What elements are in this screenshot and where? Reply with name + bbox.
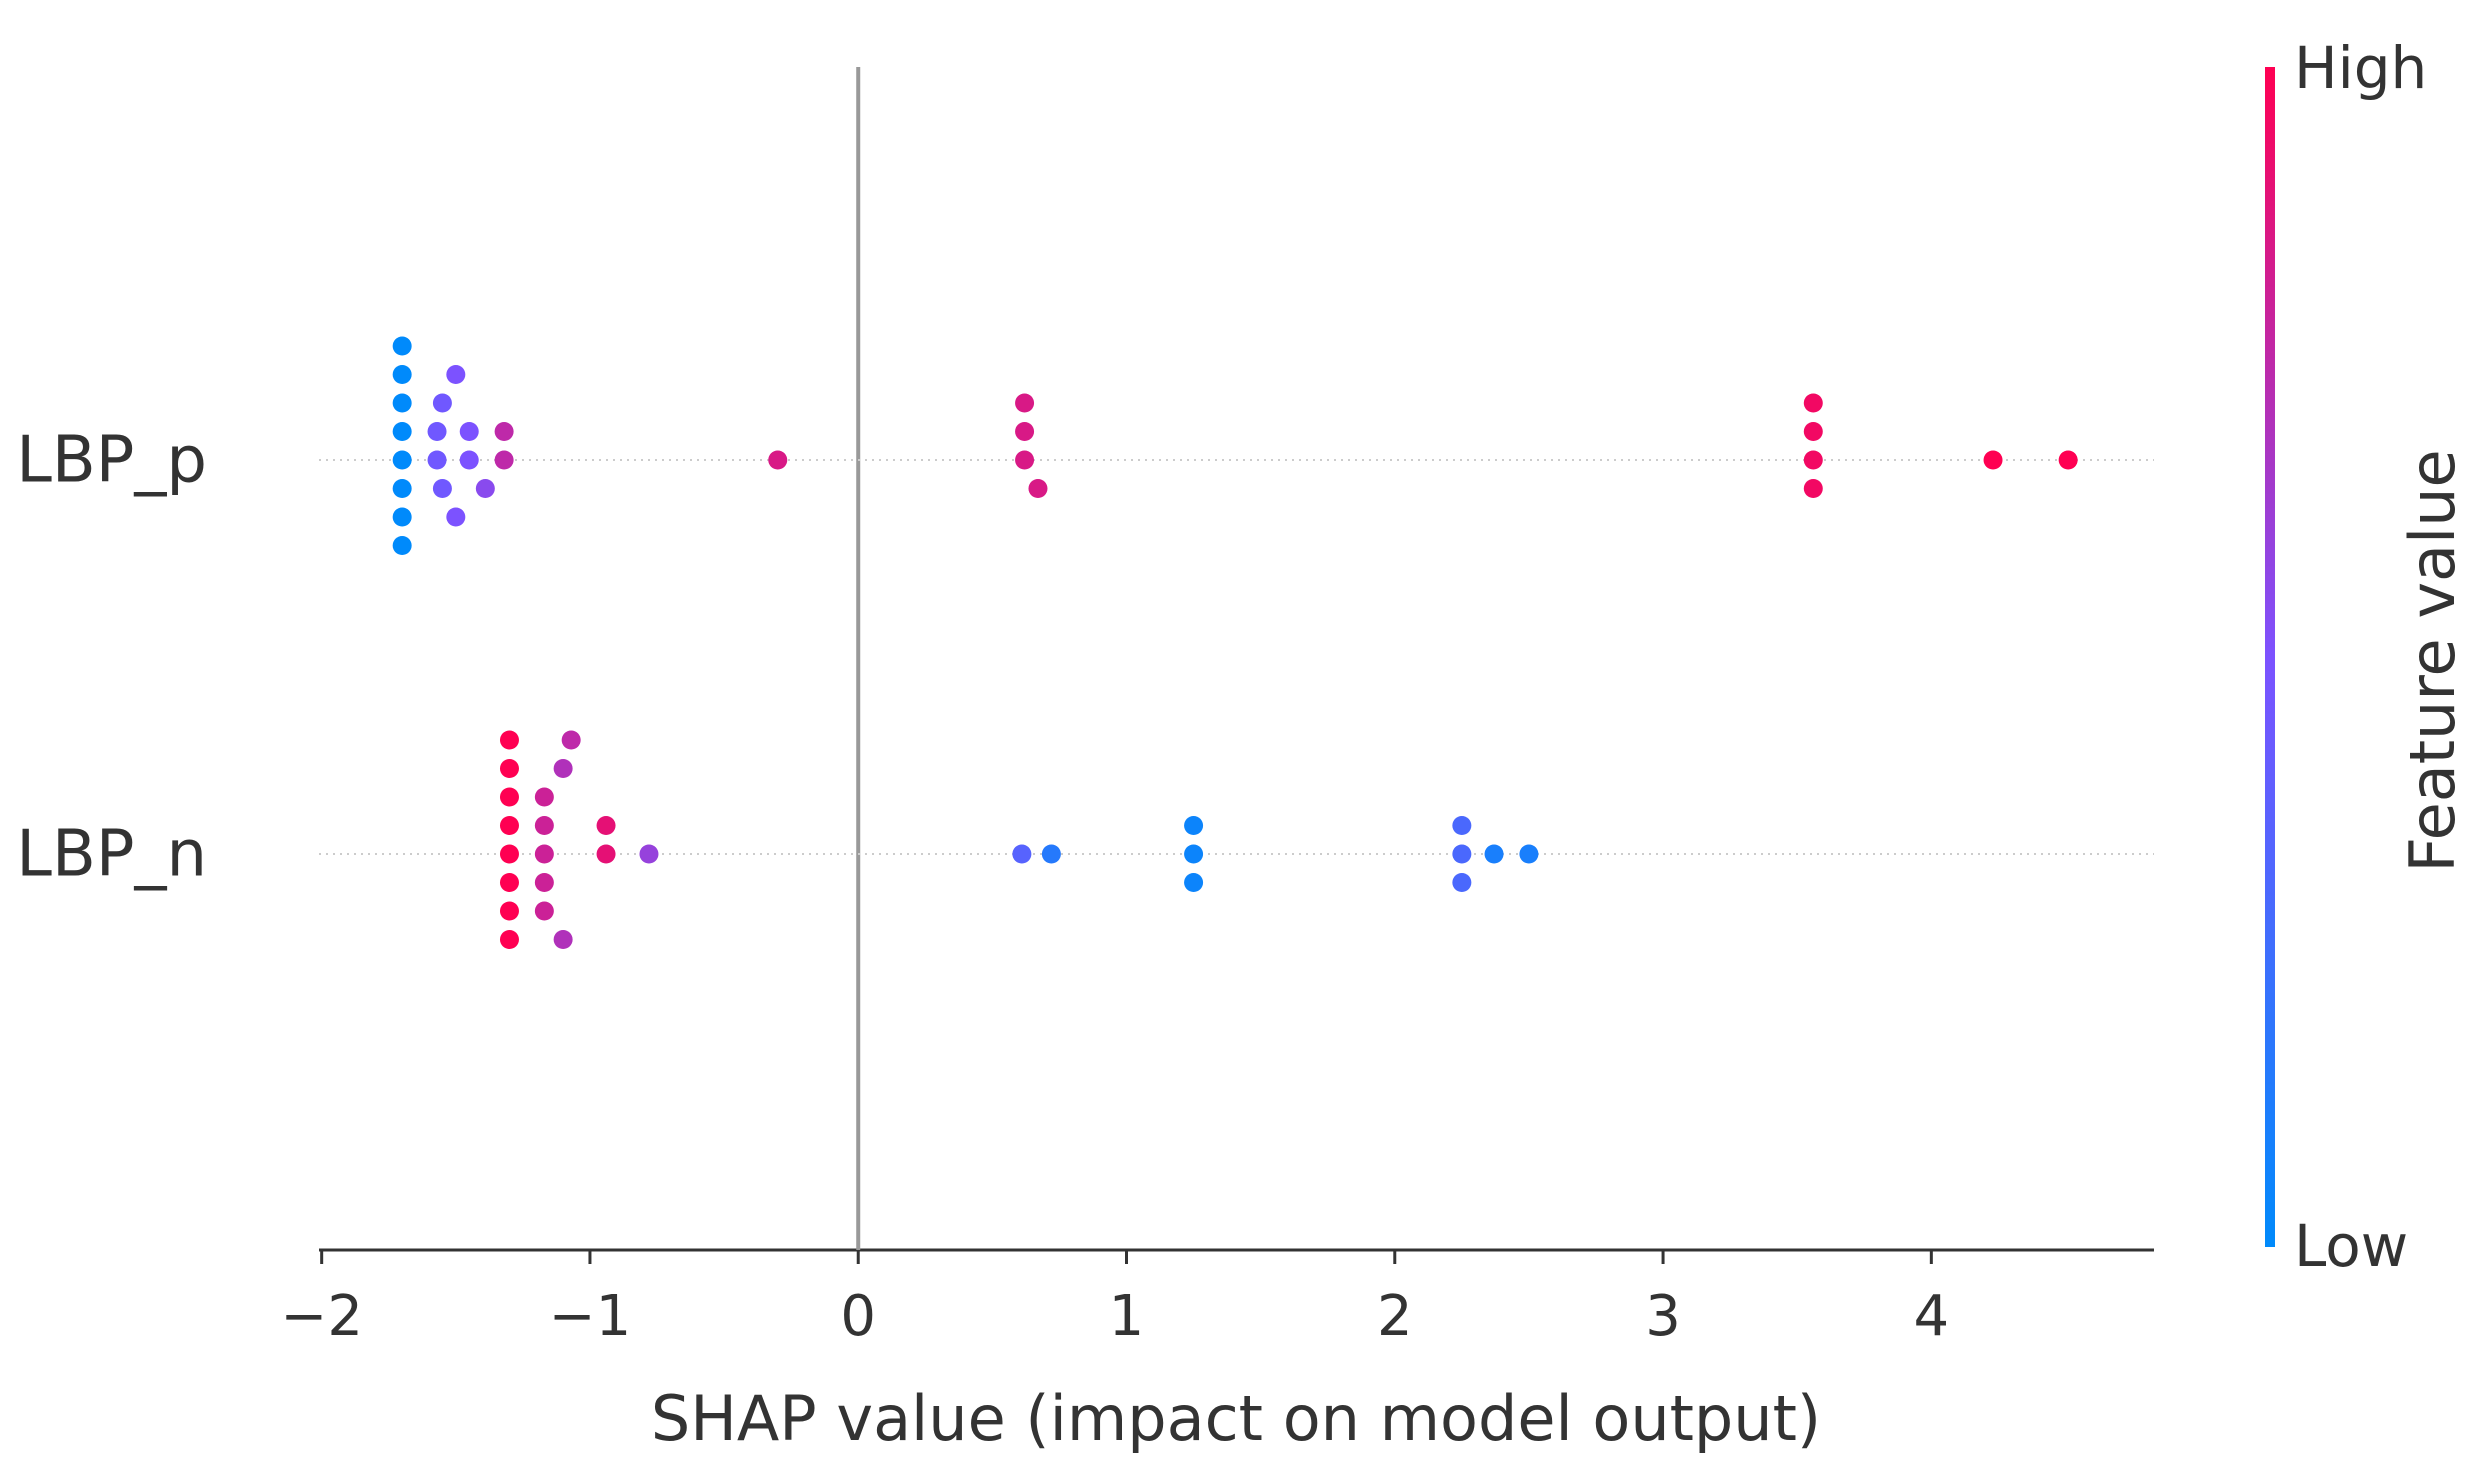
- dot: [392, 479, 412, 498]
- dot: [1983, 450, 2003, 470]
- x-tick-label: 4: [1914, 1284, 1950, 1349]
- dot: [1028, 479, 1048, 498]
- colorbar-low: Low: [2294, 1212, 2408, 1280]
- dot: [1803, 393, 1823, 413]
- dot: [1012, 844, 1032, 864]
- dot: [392, 422, 412, 441]
- colorbar: [2265, 67, 2275, 1247]
- dot: [1519, 844, 1539, 864]
- dot: [392, 536, 412, 555]
- dot: [432, 393, 452, 413]
- dot: [392, 450, 412, 470]
- dot: [561, 730, 581, 750]
- dot: [596, 816, 616, 835]
- dot: [392, 507, 412, 527]
- dot: [1015, 450, 1035, 470]
- dot: [432, 479, 452, 498]
- dot: [499, 930, 519, 949]
- dot: [1015, 393, 1035, 413]
- dot: [427, 422, 447, 441]
- x-tick-label: 0: [840, 1284, 876, 1349]
- dot: [499, 816, 519, 835]
- x-tick-label: 1: [1109, 1284, 1145, 1349]
- dot: [446, 507, 466, 527]
- dot: [596, 844, 616, 864]
- dot: [392, 393, 412, 413]
- dot: [499, 873, 519, 892]
- y-tick-label: LBP_p: [16, 424, 207, 498]
- dot: [534, 844, 554, 864]
- dot: [639, 844, 659, 864]
- dot: [499, 787, 519, 807]
- dot: [1484, 844, 1504, 864]
- dot: [1803, 422, 1823, 441]
- y-tick-label: LBP_n: [16, 818, 207, 892]
- dot: [459, 450, 479, 470]
- dot: [392, 336, 412, 356]
- dot: [1184, 844, 1204, 864]
- dot: [499, 759, 519, 778]
- dot: [459, 422, 479, 441]
- dot: [1015, 422, 1035, 441]
- dot: [1452, 844, 1472, 864]
- dot: [534, 816, 554, 835]
- dot: [494, 450, 514, 470]
- dot: [1803, 479, 1823, 498]
- dot: [392, 365, 412, 384]
- dot: [1041, 844, 1061, 864]
- dot: [768, 450, 788, 470]
- dot: [446, 365, 466, 384]
- dot: [2058, 450, 2078, 470]
- x-tick-label: −1: [549, 1284, 632, 1349]
- colorbar-label: Feature value: [2396, 449, 2469, 872]
- dot: [499, 901, 519, 921]
- dot: [1803, 450, 1823, 470]
- dot: [1184, 816, 1204, 835]
- colorbar-high: High: [2294, 34, 2427, 102]
- dot: [534, 901, 554, 921]
- x-axis-label: SHAP value (impact on model output): [651, 1382, 1821, 1455]
- x-tick-label: −2: [280, 1284, 363, 1349]
- dot: [499, 844, 519, 864]
- dot: [553, 930, 573, 949]
- dot: [1452, 816, 1472, 835]
- dot: [534, 787, 554, 807]
- dot: [427, 450, 447, 470]
- x-tick-label: 3: [1645, 1284, 1681, 1349]
- dot: [499, 730, 519, 750]
- dot: [475, 479, 495, 498]
- dot: [553, 759, 573, 778]
- dot: [1184, 873, 1204, 892]
- dot: [494, 422, 514, 441]
- x-tick-label: 2: [1377, 1284, 1413, 1349]
- dot: [534, 873, 554, 892]
- dot: [1452, 873, 1472, 892]
